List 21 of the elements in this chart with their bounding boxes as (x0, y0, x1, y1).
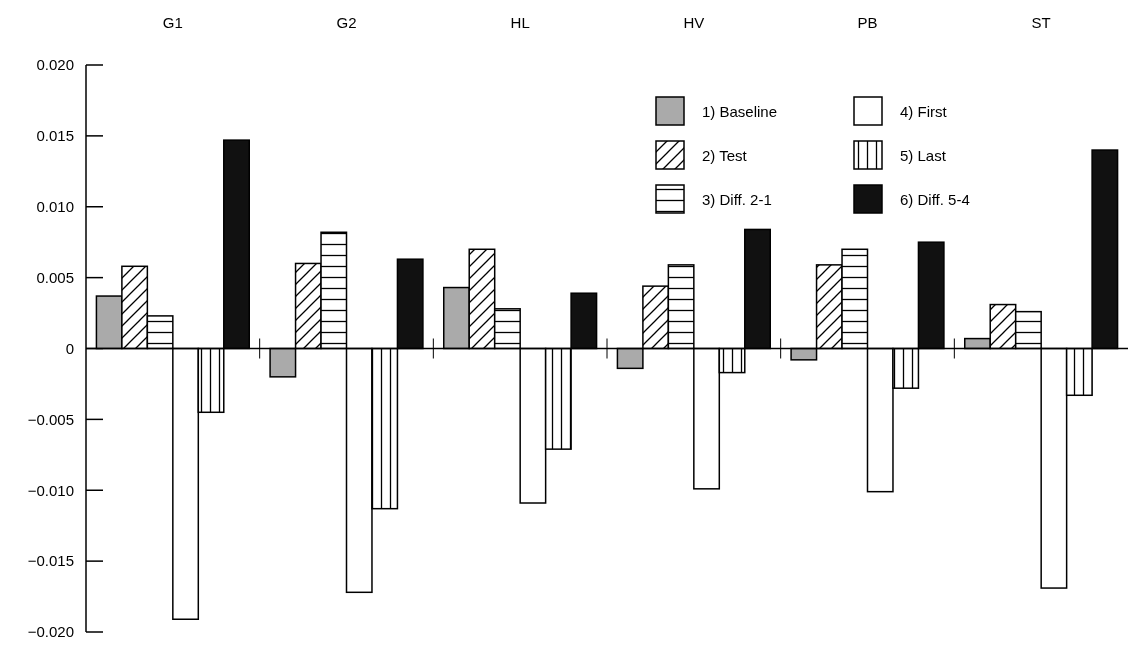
y-tick-label: 0.010 (36, 198, 74, 215)
x-tick-label: G1 (162, 14, 183, 31)
legend-label: 2) Test (702, 147, 748, 165)
legend-label: 6) Diff. 5-4 (900, 191, 970, 209)
legend-label: 4) First (900, 103, 948, 121)
x-tick-label: PB (857, 14, 878, 31)
x-tick-label: HL (510, 14, 530, 31)
y-tick-label: 0 (65, 339, 74, 357)
legend-label: 3) Diff. 2-1 (702, 191, 772, 209)
y-tick-label: −0.020 (27, 623, 74, 641)
y-tick-label: 0.005 (36, 268, 74, 286)
x-tick-label: ST (1031, 14, 1051, 31)
y-tick-label: −0.005 (27, 410, 74, 428)
y-tick-label: 0.020 (36, 56, 74, 74)
legend-label: 1) Baseline (702, 103, 778, 121)
x-tick-label: HV (683, 14, 705, 31)
y-tick-label: −0.015 (27, 552, 74, 570)
y-tick-label: 0.015 (36, 127, 74, 145)
y-tick-label: −0.010 (27, 481, 74, 499)
x-tick-label: G2 (336, 14, 357, 31)
legend-label: 5) Last (900, 147, 947, 165)
